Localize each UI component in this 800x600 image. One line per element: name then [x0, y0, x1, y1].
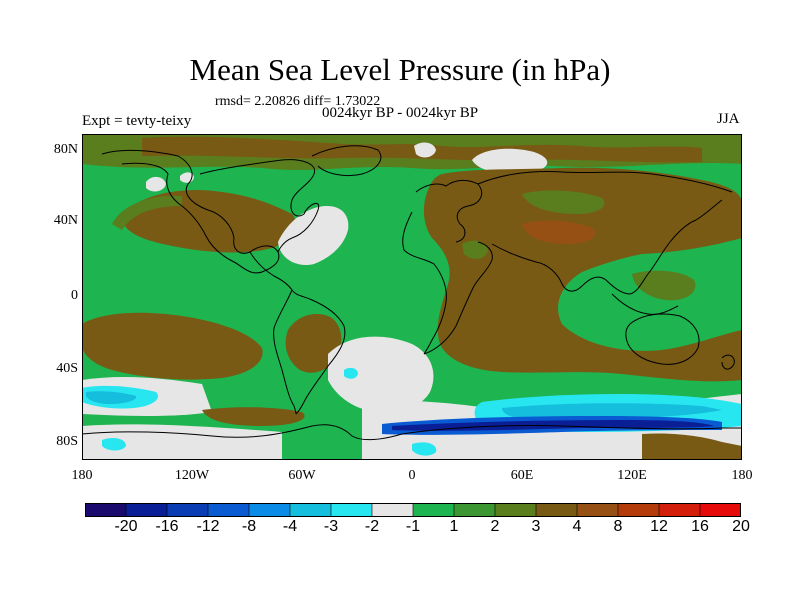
- north-atlantic-gray-patch: [414, 142, 436, 158]
- colorbar-cell: [453, 503, 496, 517]
- east-asia-olive: [632, 270, 696, 301]
- y-tick-40s: 40S: [56, 361, 78, 376]
- colorbar-cell: [658, 503, 701, 517]
- antarctic-brown-strip: [202, 407, 305, 426]
- south-america-east-coast: [249, 251, 346, 415]
- colorbar-cell: [248, 503, 291, 517]
- asia-core-high: [522, 220, 596, 244]
- colorbar-label: 4: [572, 518, 582, 535]
- australia-coast: [625, 313, 700, 365]
- eurasia-africa-high: [423, 167, 742, 382]
- canada-coast: [199, 159, 320, 253]
- experiment-label: Expt = tevty-teixy: [82, 113, 192, 129]
- sahara-olive: [462, 240, 488, 259]
- colorbar-label: -2: [364, 518, 380, 535]
- colorbar-label: 12: [650, 518, 668, 535]
- colorbar-cell: [371, 503, 414, 517]
- pacific-gray-patch: [146, 176, 166, 192]
- colorbar-cell: [85, 503, 127, 517]
- colorbar-label: 3: [531, 518, 541, 535]
- south-atlantic-cyan-patch: [344, 367, 358, 379]
- south-pacific-high: [82, 312, 263, 380]
- colorbar-cell: [125, 503, 168, 517]
- colorbar-cell: [699, 503, 741, 517]
- new-zealand-coast: [721, 354, 735, 370]
- antarctic-gray-west: [82, 424, 282, 460]
- coastlines: [82, 145, 742, 441]
- south-america-high: [285, 314, 342, 373]
- colorbar-label: 2: [490, 518, 500, 535]
- colorbar-label: 1: [449, 518, 459, 535]
- colorbar-cell: [166, 503, 209, 517]
- colorbar: [85, 503, 741, 517]
- colorbar-label: -8: [241, 518, 257, 535]
- colorbar-label: -1: [405, 518, 421, 535]
- colorbar-cell: [494, 503, 537, 517]
- south-atlantic-low: [328, 336, 434, 413]
- x-tick-60e: 60E: [510, 468, 534, 483]
- chart-title: Mean Sea Level Pressure (in hPa): [189, 52, 611, 87]
- stats-label: rmsd= 2.20826 diff= 1.73022: [215, 94, 381, 109]
- colorbar-label: -3: [323, 518, 339, 535]
- colorbar-label: 20: [732, 518, 750, 535]
- antarctic-brown-east: [642, 433, 742, 460]
- colorbar-cell: [617, 503, 660, 517]
- x-tick-60w: 60W: [288, 468, 316, 483]
- siberia-gray-patch: [472, 148, 548, 174]
- colorbar-label: 8: [613, 518, 623, 535]
- y-tick-40n: 40N: [53, 213, 78, 228]
- south-america-west-coast: [273, 289, 297, 415]
- colorbar-cell: [535, 503, 578, 517]
- north-atlantic-low: [278, 206, 349, 266]
- colorbar-label: 16: [691, 518, 709, 535]
- x-tick-0: 0: [408, 468, 416, 483]
- x-tick-180-west: 180: [71, 468, 93, 483]
- colorbar-cell: [207, 503, 250, 517]
- colorbar-cell: [576, 503, 619, 517]
- colorbar-cell: [412, 503, 455, 517]
- north-pacific-olive: [112, 195, 182, 230]
- y-tick-80s: 80S: [56, 434, 78, 449]
- colorbar-frame: [85, 503, 741, 517]
- europe-coast: [415, 179, 483, 243]
- southern-pacific-blue: [86, 391, 137, 404]
- antarctica-coast: [82, 424, 742, 441]
- season-label: JJA: [717, 111, 740, 127]
- south-asia-coast: [491, 199, 723, 295]
- colorbar-label: -12: [196, 518, 220, 535]
- pressure-map: [82, 134, 742, 460]
- siberia-coast: [477, 171, 733, 193]
- x-tick-180-east: 180: [731, 468, 753, 483]
- y-tick-0: 0: [71, 288, 78, 303]
- chart-subtitle: 0024kyr BP - 0024kyr BP: [321, 105, 479, 121]
- southeast-asia-coast: [611, 293, 679, 315]
- southern-indian-lightblue: [502, 403, 722, 420]
- colorbar-cell: [289, 503, 332, 517]
- antarctic-cyan-patch: [412, 442, 437, 456]
- y-tick-80n: 80N: [53, 142, 78, 157]
- colorbar-label: -16: [155, 518, 179, 535]
- x-tick-120w: 120W: [174, 468, 210, 483]
- colorbar-cell: [330, 503, 373, 517]
- antarctic-cyan-patch-west: [102, 438, 126, 451]
- africa-west-coast: [402, 211, 447, 355]
- map-frame: [82, 134, 742, 460]
- africa-east-coast: [423, 241, 493, 355]
- greenland-coast: [311, 145, 382, 177]
- colorbar-label: -20: [114, 518, 138, 535]
- colorbar-label: -4: [282, 518, 298, 535]
- central-asia-olive: [522, 190, 605, 214]
- x-tick-120e: 120E: [617, 468, 647, 483]
